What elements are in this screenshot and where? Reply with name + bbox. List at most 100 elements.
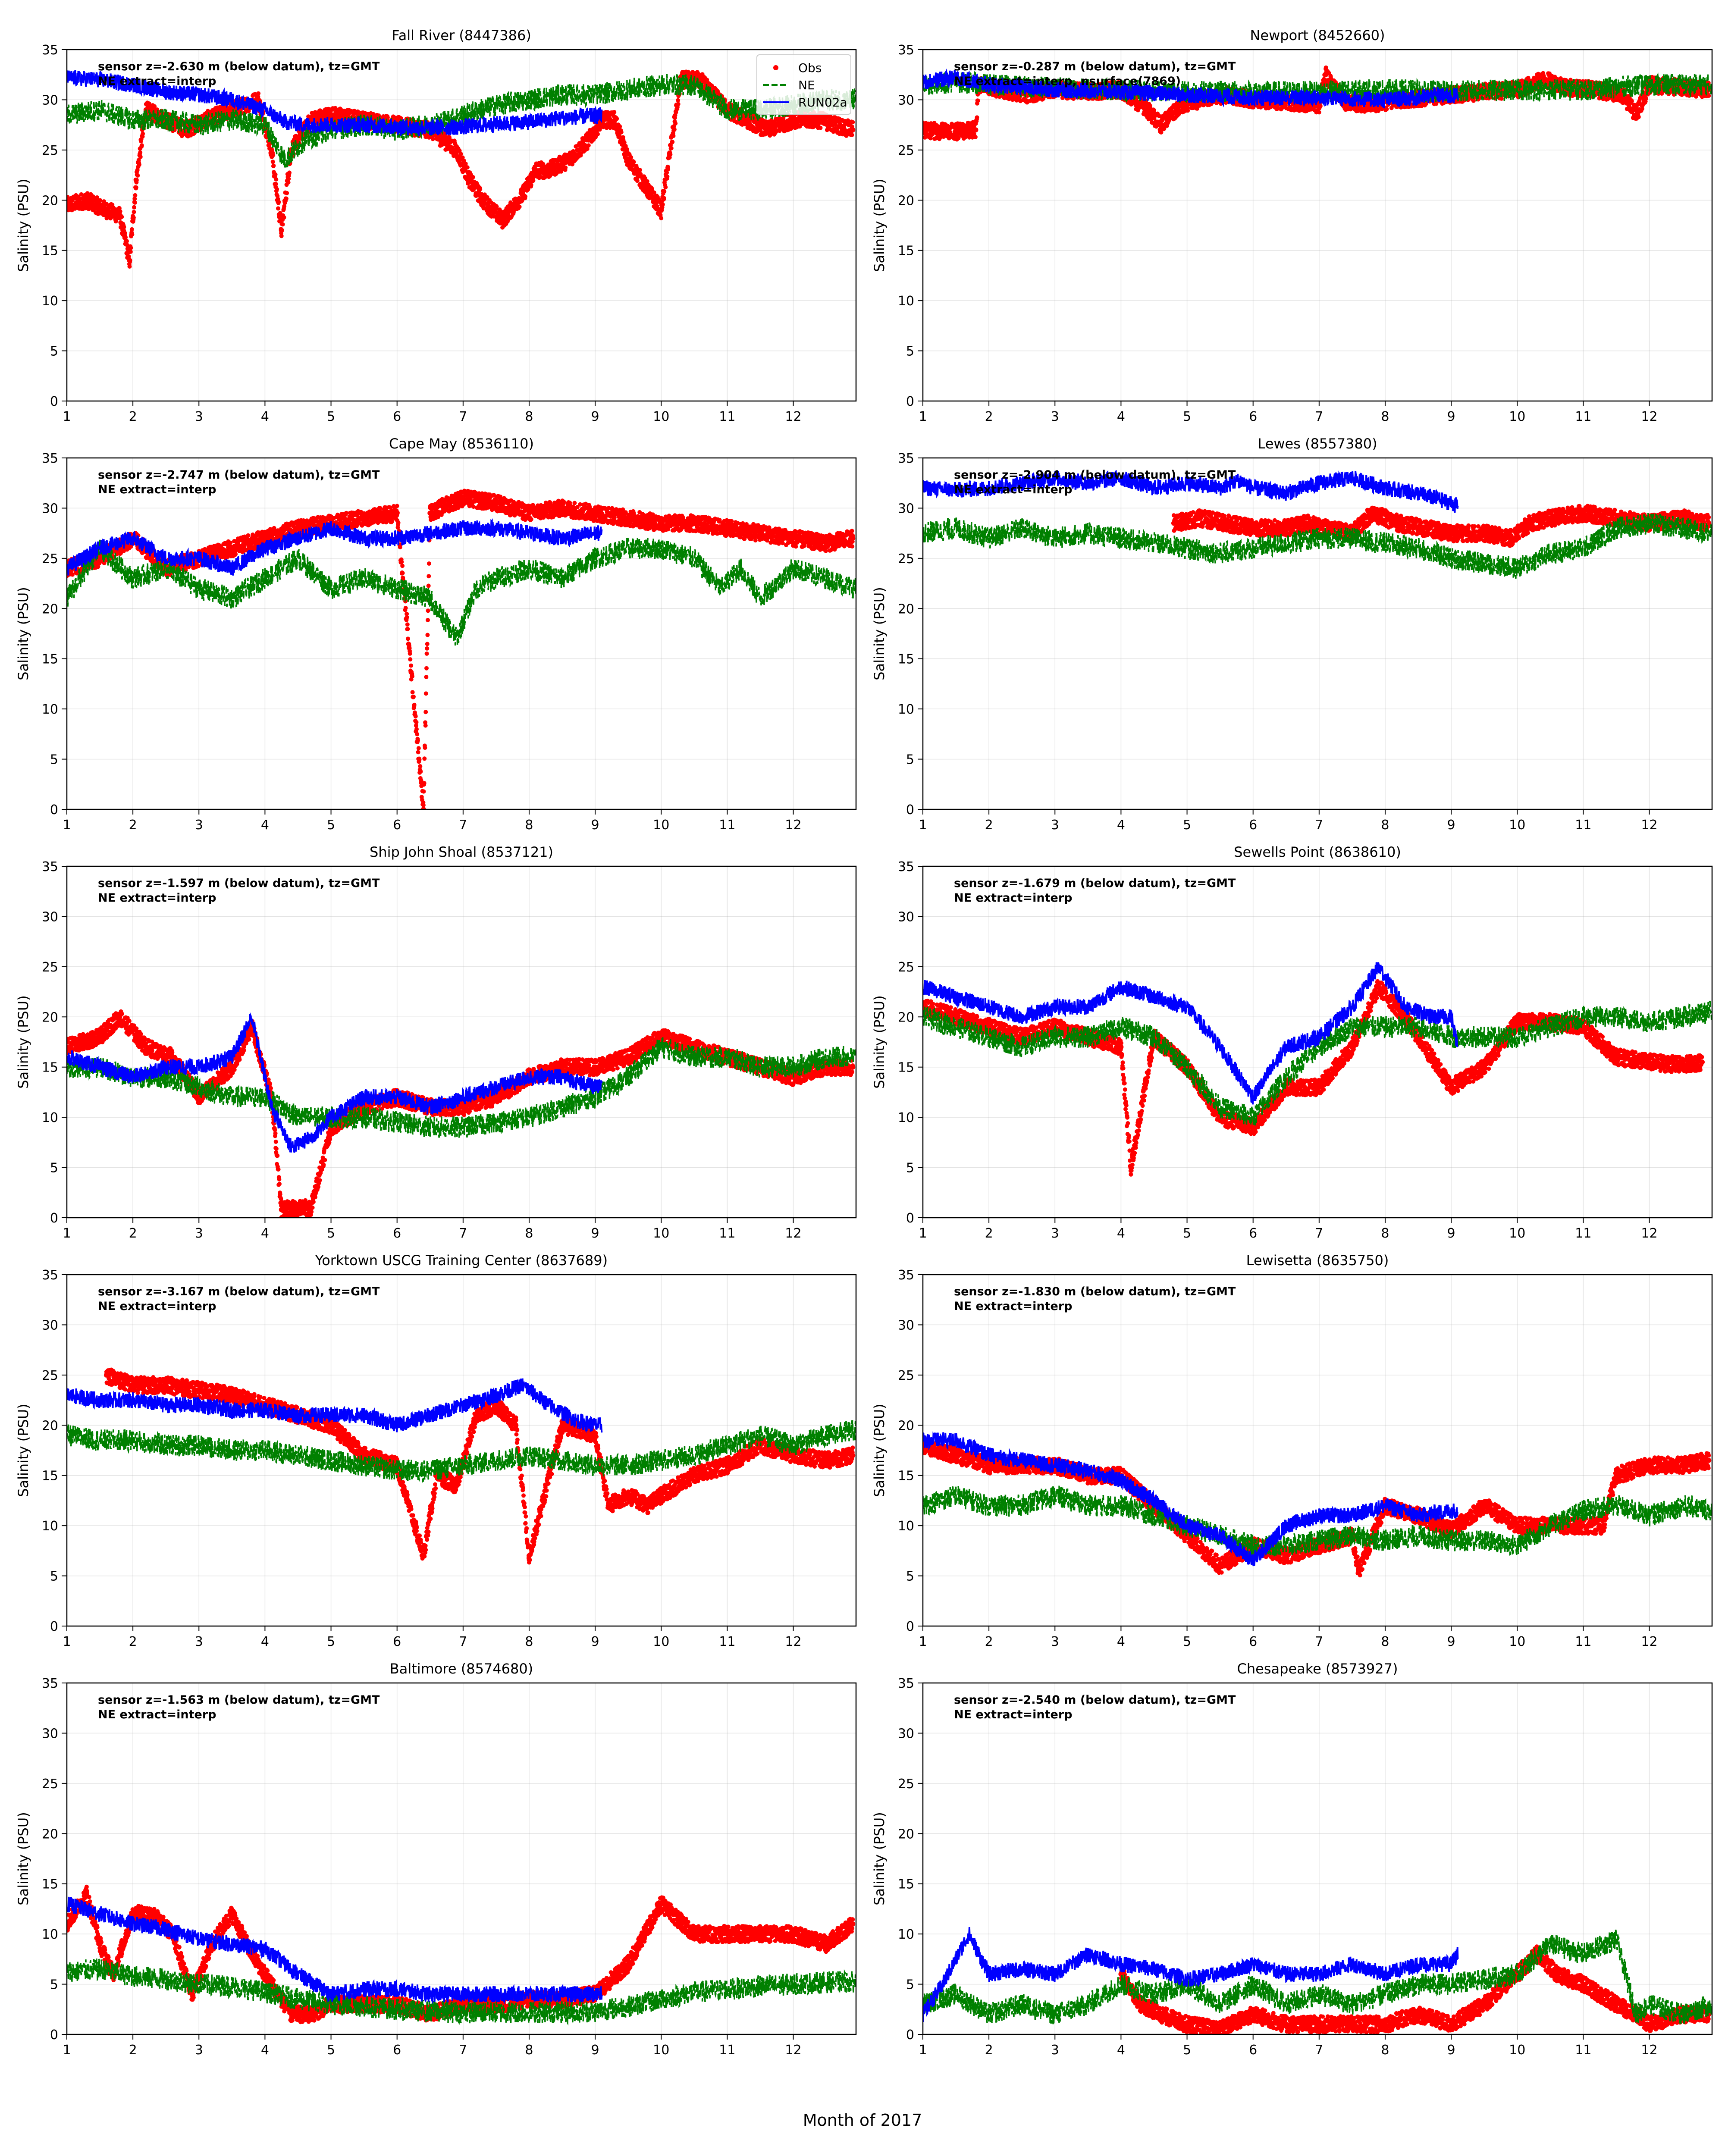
y-tick-label: 15 [42,244,58,259]
obs-point [975,115,979,120]
obs-point [139,143,144,148]
obs-point [478,187,483,191]
legend-label: NE [798,78,815,92]
y-tick-label: 5 [50,344,58,359]
legend-label: RUN02a [798,95,847,110]
obs-point [973,135,978,139]
obs-point [271,153,276,157]
obs-point [273,182,278,186]
obs-point [275,187,279,191]
obs-point [520,192,525,198]
sensor-annotation: NE extract=interp [98,75,216,88]
obs-point [659,216,664,220]
obs-point [663,185,668,190]
obs-point [566,157,571,163]
obs-point [612,110,617,114]
obs-point [430,137,435,141]
obs-point [269,147,274,153]
obs-point [673,121,678,126]
obs-point [133,193,138,197]
y-axis-label: Salinity (PSU) [15,179,31,272]
obs-point [129,245,133,250]
obs-point [669,146,674,150]
obs-point [273,172,278,177]
obs-point [276,206,280,211]
obs-point [133,177,139,183]
obs-point [698,77,704,82]
obs-point [517,204,522,209]
obs-point [480,197,486,203]
x-tick-label: 10 [653,409,669,424]
y-tick-label: 10 [42,294,58,309]
y-tick-label: 30 [42,93,58,108]
obs-point [285,191,289,195]
obs-point [284,196,289,201]
obs-point [280,222,285,227]
obs-point [659,207,664,213]
y-tick-label: 20 [42,193,58,208]
x-tick-label: 3 [195,409,203,424]
obs-point [672,127,677,132]
obs-point [465,165,470,170]
obs-point [454,147,459,153]
obs-point [98,198,103,203]
obs-point [668,152,673,157]
obs-point [546,167,552,173]
obs-point [624,147,629,152]
obs-point [141,132,145,136]
obs-point [122,231,127,235]
obs-point [596,132,600,136]
obs-point [123,235,128,240]
obs-point [279,234,284,238]
x-tick-label: 4 [261,409,269,424]
obs-point [467,177,473,183]
obs-point [676,98,681,103]
x-tick-label: 5 [327,409,335,424]
obs-point [276,200,281,204]
x-tick-label: 8 [525,409,533,424]
obs-point [818,125,823,130]
obs-point [645,188,651,193]
obs-point [500,217,505,223]
obs-point [631,160,636,164]
obs-point [635,179,640,183]
obs-point [132,205,137,210]
x-tick-label: 2 [129,409,137,424]
obs-point [665,174,670,179]
obs-point [463,161,468,166]
obs-point [279,228,284,233]
obs-point [790,117,796,122]
obs-point [271,163,276,168]
obs-point [586,143,591,148]
obs-point [132,210,136,214]
obs-point [287,170,292,175]
obs-point [256,91,261,96]
obs-point [676,102,681,107]
obs-point [671,134,676,138]
obs-point [637,168,642,172]
obs-point [138,150,143,155]
obs-point [1186,108,1190,113]
obs-point [125,239,129,244]
obs-point [152,104,157,109]
obs-point [563,165,568,170]
obs-point [132,196,137,201]
obs-point [670,140,675,144]
obs-point [764,127,770,133]
obs-point [134,185,138,190]
obs-point [850,133,854,137]
obs-point [137,162,141,167]
obs-point [529,182,533,187]
obs-point [274,177,279,182]
obs-point [533,167,539,173]
obs-point [586,137,591,143]
obs-point [270,160,275,164]
chart-title: Fall River (8447386) [392,27,531,44]
obs-point [127,264,132,269]
obs-point [130,232,135,237]
obs-point [850,120,855,125]
obs-point [117,213,122,218]
